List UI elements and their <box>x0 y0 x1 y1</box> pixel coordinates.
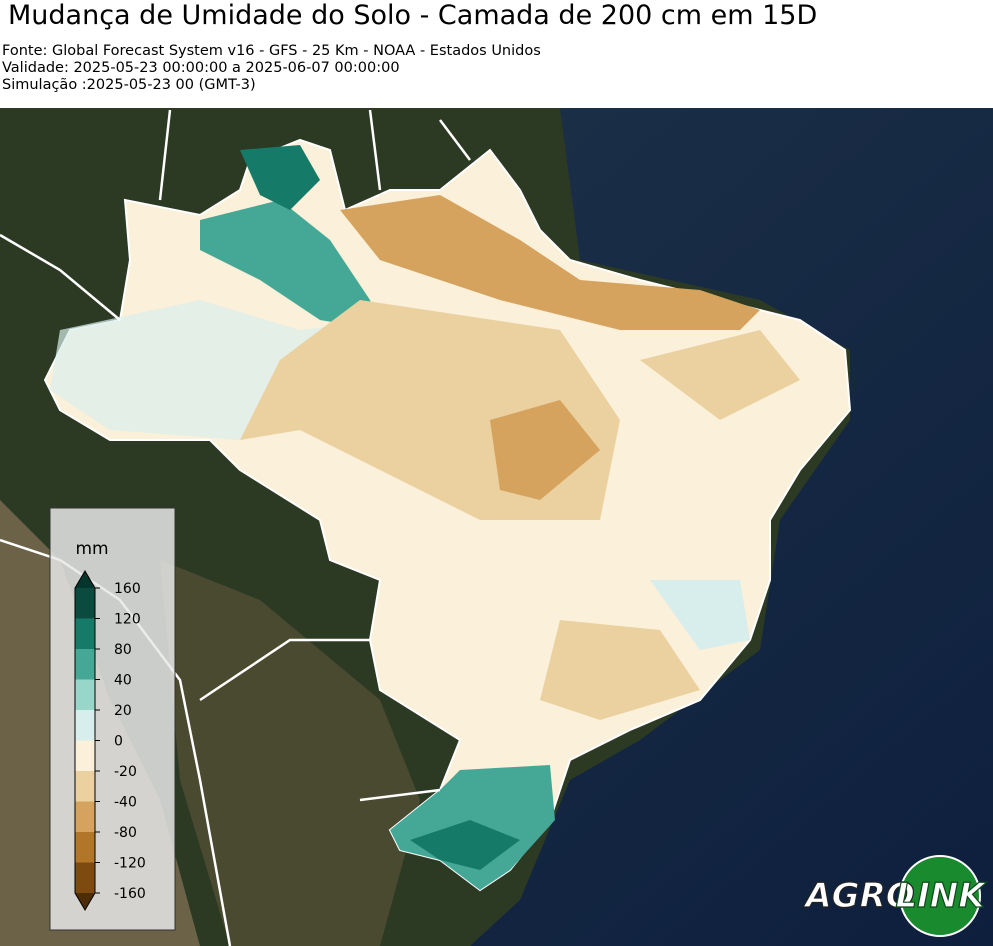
colorbar-segment <box>75 710 95 741</box>
colorbar-segment <box>75 832 95 863</box>
legend-unit: mm <box>75 539 108 559</box>
validity-line: Validade: 2025-05-23 00:00:00 a 2025-06-… <box>2 60 400 76</box>
title: Mudança de Umidade do Solo - Camada de 2… <box>8 0 817 31</box>
colorbar-tick-label: -120 <box>114 856 146 872</box>
colorbar-segment <box>75 588 95 619</box>
colorbar-segment <box>75 801 95 833</box>
colorbar-segment <box>75 771 95 802</box>
logo-right: LINK <box>895 876 987 916</box>
logo: AGRO LINK <box>802 855 988 937</box>
colorbar-extend-top <box>75 571 95 588</box>
colorbar-segment <box>75 862 95 894</box>
colorbar-tick-label: 0 <box>114 734 123 750</box>
header-bg <box>0 0 993 108</box>
colorbar: 160 120 80 40 20 0 -20 -40 -80 -120 -160 <box>74 570 146 911</box>
colorbar-segment <box>75 618 95 650</box>
colorbar-tick-label: -80 <box>114 825 137 841</box>
colorbar-tick-label: -40 <box>114 795 137 811</box>
logo-left: AGRO <box>802 876 914 916</box>
brazil-field <box>43 138 852 892</box>
colorbar-tick-label: 20 <box>114 703 132 719</box>
colorbar-tick-label: -160 <box>114 886 146 902</box>
simulation-line: Simulação :2025-05-23 00 (GMT-3) <box>2 77 256 93</box>
colorbar-tick-label: -20 <box>114 764 137 780</box>
legend-panel <box>49 507 176 931</box>
colorbar-extend-bottom <box>75 893 95 910</box>
colorbar-tick-label: 120 <box>114 612 141 628</box>
colorbar-tick-label: 80 <box>114 642 132 658</box>
colorbar-segment <box>75 740 95 772</box>
colorbar-segment <box>75 679 95 711</box>
source-line: Fonte: Global Forecast System v16 - GFS … <box>2 43 541 59</box>
colorbar-tick-label: 40 <box>114 673 132 689</box>
colorbar-segment <box>75 649 95 680</box>
colorbar-tick-label: 160 <box>114 581 141 597</box>
